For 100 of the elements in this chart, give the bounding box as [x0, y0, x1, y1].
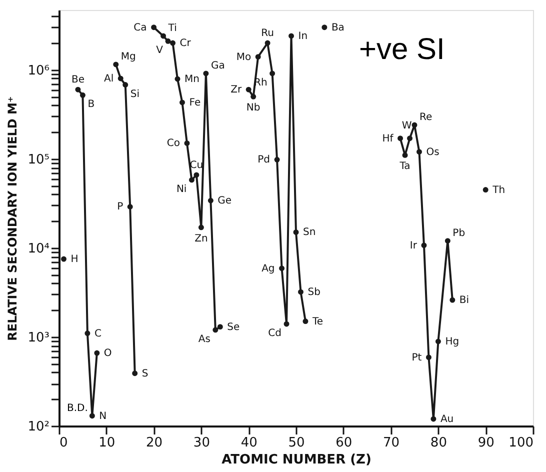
annotation: Mo: [236, 52, 252, 63]
point: [274, 156, 280, 162]
point: [416, 149, 422, 155]
point: [444, 238, 450, 244]
annotation: Sb: [308, 286, 320, 298]
annotation: Si: [130, 88, 140, 100]
annotation: V: [156, 45, 164, 56]
x-tick-label: 60: [336, 436, 352, 450]
annotation: Hf: [382, 133, 394, 144]
point: [118, 76, 124, 82]
point: [184, 140, 190, 146]
point: [421, 242, 427, 248]
annotation: Sn: [303, 227, 316, 238]
x-tick-label: 90: [478, 436, 494, 450]
annotation: C: [94, 328, 102, 340]
point: [250, 94, 256, 100]
x-tick-label: 80: [430, 436, 447, 450]
point: [302, 318, 308, 324]
point: [203, 70, 209, 76]
y-tick-label: 10²: [28, 420, 50, 434]
point: [284, 321, 290, 327]
x-tick-label: 50: [288, 436, 305, 450]
annotation: Zr: [230, 84, 242, 96]
annotation: Ni: [176, 184, 187, 195]
annotation: N: [99, 410, 107, 422]
annotation: Pb: [452, 228, 466, 239]
y-tick-label: 10⁶: [28, 63, 50, 78]
y-axis-title: RELATIVE SECONDARY ION YIELD M⁺: [6, 96, 20, 341]
point: [180, 100, 185, 106]
point: [398, 136, 404, 142]
annotation: Os: [426, 146, 440, 158]
x-tick-label: 0: [60, 436, 68, 450]
annotation: Ta: [398, 161, 410, 172]
point: [80, 92, 86, 98]
point: [407, 136, 412, 142]
point: [165, 38, 171, 44]
annotation: Pd: [258, 154, 270, 166]
annotation: O: [104, 348, 112, 360]
x-tick-label: 70: [383, 436, 400, 450]
point: [270, 70, 276, 76]
point: [122, 82, 128, 88]
y-tick-label: 10⁴: [28, 241, 50, 256]
annotation: Ru: [261, 28, 274, 40]
point: [194, 172, 200, 178]
point: [208, 198, 214, 204]
point: [160, 33, 166, 39]
annotation: Fe: [189, 97, 201, 108]
point: [127, 204, 133, 210]
annotation: As: [198, 334, 210, 345]
point: [279, 266, 285, 272]
annotation: Ba: [331, 22, 344, 34]
annotation: H: [70, 254, 78, 266]
point: [255, 54, 261, 60]
point: [426, 354, 432, 360]
x-tick-label: 40: [240, 436, 258, 450]
point: [84, 330, 90, 336]
annotation: Cr: [180, 38, 192, 50]
annotation: Ti: [167, 22, 177, 34]
annotation: Hg: [445, 336, 460, 348]
annotation: B: [88, 99, 95, 110]
annotation: Be: [71, 74, 84, 86]
annotation: Mn: [184, 74, 200, 85]
annotation: Ir: [410, 240, 418, 252]
x-tick-label: 10: [98, 436, 116, 450]
annotation: Se: [227, 322, 240, 333]
annotation: Cd: [268, 328, 282, 339]
annotation: +ve SI: [359, 33, 445, 66]
point: [288, 33, 294, 39]
point: [174, 76, 180, 82]
point: [198, 224, 204, 230]
point: [217, 324, 223, 330]
x-tick-label: 20: [146, 436, 163, 450]
annotation: Re: [420, 112, 432, 124]
point: [264, 40, 270, 46]
annotation: S: [142, 368, 148, 380]
point: [293, 230, 299, 235]
annotation: Te: [311, 316, 324, 328]
point: [412, 122, 418, 128]
annotation: Ag: [262, 263, 275, 274]
point: [151, 24, 157, 30]
annotation: Ga: [210, 60, 225, 72]
annotation: Bi: [459, 295, 470, 306]
point: [246, 86, 252, 92]
annotation: B.D.: [67, 403, 88, 414]
annotation: Al: [104, 73, 114, 84]
point: [132, 370, 138, 376]
point: [113, 62, 119, 68]
annotation: P: [117, 202, 124, 213]
annotation: Au: [440, 414, 454, 425]
point: [170, 40, 176, 46]
annotation: Ge: [218, 196, 232, 207]
point: [298, 289, 304, 295]
point: [430, 416, 436, 422]
annotation: Ca: [134, 22, 147, 34]
annotation: Mg: [120, 51, 136, 62]
annotation: Pt: [412, 352, 422, 364]
y-tick-label: 10⁵: [28, 152, 50, 168]
annotation: Nb: [246, 102, 260, 114]
x-axis-title: ATOMIC NUMBER (Z): [222, 452, 372, 468]
point: [435, 338, 441, 344]
